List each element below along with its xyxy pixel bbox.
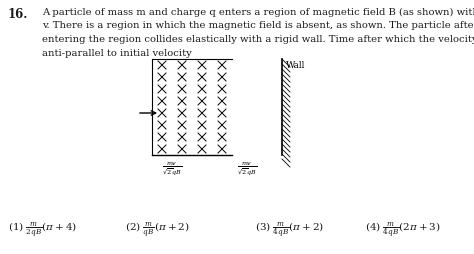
Text: $\frac{mv}{\sqrt{2}qB}$: $\frac{mv}{\sqrt{2}qB}$ [162,160,182,177]
Text: anti-parallel to initial velocity: anti-parallel to initial velocity [42,49,192,57]
Text: (1) $\frac{m}{2qB}(\pi +4)$: (1) $\frac{m}{2qB}(\pi +4)$ [8,221,77,240]
Text: A particle of mass m and charge q enters a region of magnetic field B (as shown): A particle of mass m and charge q enters… [42,8,474,17]
Text: $\frac{mv}{\sqrt{2}qB}$: $\frac{mv}{\sqrt{2}qB}$ [237,160,257,177]
Text: Wall: Wall [286,61,305,70]
Text: (4) $\frac{m}{4qB}(2\pi +3)$: (4) $\frac{m}{4qB}(2\pi +3)$ [365,221,441,240]
Text: 16.: 16. [8,8,28,21]
Text: v. There is a region in which the magnetic field is absent, as shown. The partic: v. There is a region in which the magnet… [42,22,474,30]
Text: (3) $\frac{m}{4qB}(\pi +2)$: (3) $\frac{m}{4qB}(\pi +2)$ [255,221,324,240]
Text: entering the region collides elastically with a rigid wall. Time after which the: entering the region collides elastically… [42,35,474,44]
Text: (2) $\frac{m}{qB}(\pi +2)$: (2) $\frac{m}{qB}(\pi +2)$ [125,221,190,240]
